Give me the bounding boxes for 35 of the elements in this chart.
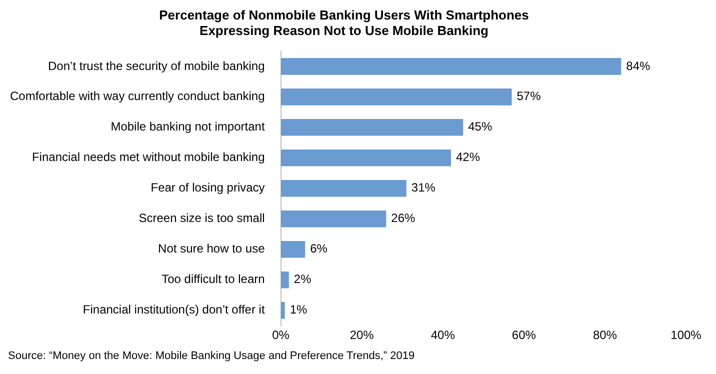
data-label: 31% <box>411 180 436 195</box>
y-tick-label: Not sure how to use <box>158 242 266 256</box>
x-tick-label: 20% <box>350 328 374 342</box>
data-label: 2% <box>294 272 312 286</box>
data-label: 84% <box>626 58 651 73</box>
y-tick-label: Fear of losing privacy <box>150 180 265 195</box>
data-label: 1% <box>290 302 308 317</box>
bar <box>280 240 306 258</box>
x-tick-label: 40% <box>430 328 456 342</box>
data-label: 6% <box>310 242 328 256</box>
data-label: 26% <box>391 211 416 226</box>
x-tick-label: 100% <box>670 328 702 342</box>
bar <box>280 119 464 136</box>
bar <box>280 302 285 319</box>
x-tick-label: 0% <box>272 328 290 342</box>
y-tick-label: Screen size is too small <box>138 211 265 226</box>
data-label: 57% <box>516 89 542 104</box>
bar <box>280 210 386 228</box>
y-tick-label: Financial needs met without mobile banking <box>32 150 265 164</box>
y-tick-label: Too difficult to learn <box>162 272 265 286</box>
bar <box>280 58 622 75</box>
bar <box>280 271 289 288</box>
bar <box>280 180 406 197</box>
data-label: 45% <box>468 120 492 134</box>
bar <box>280 88 512 106</box>
data-label: 42% <box>456 150 480 164</box>
y-tick-label: Financial institution(s) don’t offer it <box>82 302 266 317</box>
y-tick-label: Comfortable with way currently conduct banking <box>10 89 265 104</box>
x-tick-label: 80% <box>592 328 618 342</box>
bar <box>280 150 451 166</box>
y-tick-label: Mobile banking not important <box>110 120 266 134</box>
chart-title: Percentage of Nonmobile Banking Users With Smartphones Expressing Reason Not to Use Mobile Banking <box>159 7 529 38</box>
x-tick-label: 60% <box>512 328 536 342</box>
y-tick-label: Don’t trust the security of mobile banking <box>48 58 265 73</box>
source-note: Source: “Money on the Move: Mobile Banking Usage and Preference Trends,” 2019 <box>8 350 415 362</box>
